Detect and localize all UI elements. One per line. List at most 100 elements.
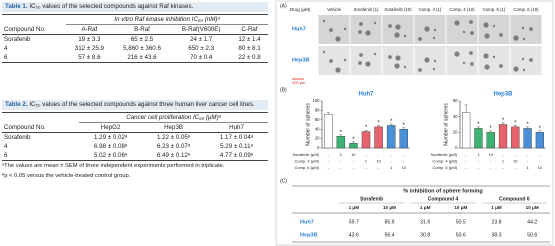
sphere-blob xyxy=(424,26,430,32)
table-cell: 5.29 ± 0.11ᵃ xyxy=(220,143,253,150)
table-value: 38.3 xyxy=(491,232,501,238)
sphere-blob xyxy=(358,30,362,34)
sphere-blob xyxy=(529,27,533,31)
figure-frame xyxy=(275,0,554,246)
bar xyxy=(498,124,508,149)
treatment-cell: - xyxy=(527,159,529,164)
treatment-cell: - xyxy=(527,152,529,157)
sphere-blob xyxy=(358,61,362,65)
table-value: 56.4 xyxy=(384,232,394,238)
condition-label: Comp. 6 (10) xyxy=(513,7,539,12)
significance-marker: * xyxy=(352,137,355,143)
sphere-blob xyxy=(522,68,526,72)
sphere-blob xyxy=(335,67,341,73)
column-header: C-Raf xyxy=(231,24,268,35)
panel-letter: (A) xyxy=(280,3,287,9)
treatment-cell: - xyxy=(340,165,342,170)
treatment-cell: 1 xyxy=(477,152,480,157)
sphere-blob xyxy=(388,55,392,59)
table-cell: 312 ± 25.9 xyxy=(74,45,104,52)
column-header: A-Raf xyxy=(66,24,113,35)
micrograph xyxy=(478,15,510,44)
header-row: Compound No. A-Raf B-Raf B-Raf(V600E) C-Raf xyxy=(2,24,268,35)
treatment-cell: - xyxy=(340,159,342,164)
sphere-blob xyxy=(499,33,503,37)
column-header: HepG2 xyxy=(79,122,143,133)
treatment-cell: 10 xyxy=(488,152,493,157)
treatment-cell: - xyxy=(465,159,467,164)
treatment-label: Sorafenib (μM) xyxy=(430,152,457,157)
y-tick-label: 60 xyxy=(453,98,458,103)
treatment-cell: - xyxy=(502,165,504,170)
treatment-cell: - xyxy=(490,165,492,170)
table-cell: 24 ± 1.7 xyxy=(190,36,213,43)
scale-bar-label: 200 μm xyxy=(292,80,306,85)
bar xyxy=(386,125,396,149)
sphere-blob xyxy=(513,66,519,72)
table-cell: 19 ± 3.3 xyxy=(78,36,101,43)
dose-header: 10 μM xyxy=(454,205,467,210)
treatment-cell: - xyxy=(465,165,467,170)
treatment-cell: - xyxy=(478,165,480,170)
panel-letter: (C) xyxy=(280,178,287,184)
y-tick-label: 80 xyxy=(315,108,320,113)
y-tick-label: 40 xyxy=(315,126,320,131)
table-cell: 6 xyxy=(2,151,80,161)
sphere-blob xyxy=(499,64,503,68)
sphere-blob xyxy=(432,36,436,40)
panel-letter: (B) xyxy=(280,87,287,93)
treatment-cell: - xyxy=(378,152,380,157)
bar xyxy=(474,128,483,149)
treatment-cell: - xyxy=(403,152,405,157)
bar xyxy=(374,126,383,149)
sphere-blob xyxy=(492,24,496,28)
y-tick-label: 20 xyxy=(315,136,320,141)
treatment-label: Comp. 4 (μM) xyxy=(432,159,457,164)
row-label: Hep3B xyxy=(300,232,317,238)
dose-header: 10 μM xyxy=(383,205,396,210)
sphere-blob xyxy=(335,36,341,42)
table-value: 31.6 xyxy=(420,219,430,225)
table-value: 50.6 xyxy=(527,232,537,238)
treatment-cell: - xyxy=(365,152,367,157)
treatment-cell: - xyxy=(515,152,517,157)
treatment-cell: - xyxy=(353,165,355,170)
sphere-blob xyxy=(433,59,437,63)
blank-cell xyxy=(2,14,67,25)
treatment-cell: - xyxy=(502,152,504,157)
sphere-blob xyxy=(403,34,407,38)
treatment-cell: - xyxy=(465,152,467,157)
treatment-cell: 10 xyxy=(376,159,381,164)
micrograph xyxy=(478,46,510,75)
treatment-cell: - xyxy=(539,152,541,157)
table-cell: 1.22 ± 0.05ᵃ xyxy=(156,134,191,141)
group-row: In vitro Raf kinase inhibition IC₅₀ (nM)… xyxy=(2,14,268,25)
table-cell: 22 ± 0.8 xyxy=(231,53,268,63)
sphere-blob xyxy=(322,19,326,23)
bar xyxy=(462,112,471,149)
sphere-blob xyxy=(329,59,333,63)
y-axis-label: Number of spheres xyxy=(305,103,311,146)
table-value: 23.8 xyxy=(491,219,501,225)
significance-marker: * xyxy=(502,118,505,124)
table-cell: 4 xyxy=(4,45,8,52)
table-cell: 4.77 ± 0.09ᵃ xyxy=(205,151,268,161)
group-header: Compound 6 xyxy=(499,196,530,202)
significance-marker: * xyxy=(377,121,380,127)
y-tick-label: 100 xyxy=(313,98,321,103)
sphere-blob xyxy=(329,28,333,32)
table-caption: Table 2. IC₅₀ values of the selected com… xyxy=(2,100,268,110)
table-2: Table 2. IC₅₀ values of the selected com… xyxy=(2,100,268,180)
micrograph xyxy=(350,15,382,44)
table-value: 50.5 xyxy=(456,219,466,225)
table-cell: 4 xyxy=(4,143,8,150)
sphere-blob xyxy=(470,62,474,66)
y-tick-label: 20 xyxy=(453,129,458,134)
sphere-blob xyxy=(462,61,466,65)
significance-marker: * xyxy=(403,123,406,129)
sphere-blob xyxy=(359,53,363,57)
group-header: Cancer cell proliferation IC₅₀ (μM)ᵃ xyxy=(79,112,268,123)
significance-marker: * xyxy=(490,126,493,132)
sphere-blob xyxy=(483,22,489,28)
treatment-cell: 1 xyxy=(340,152,343,157)
